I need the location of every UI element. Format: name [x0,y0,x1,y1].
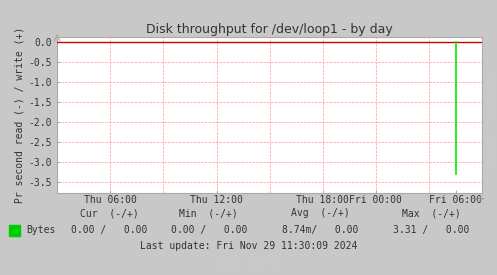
Text: Munin 2.0.75: Munin 2.0.75 [219,260,278,269]
Text: 0.00 /   0.00: 0.00 / 0.00 [71,225,148,235]
Title: Disk throughput for /dev/loop1 - by day: Disk throughput for /dev/loop1 - by day [146,23,393,36]
Text: 0.00 /   0.00: 0.00 / 0.00 [170,225,247,235]
Text: Avg  (-/+): Avg (-/+) [291,208,350,218]
Text: Min  (-/+): Min (-/+) [179,208,238,218]
Text: 3.31 /   0.00: 3.31 / 0.00 [393,225,470,235]
Text: Cur  (-/+): Cur (-/+) [80,208,139,218]
Text: Max  (-/+): Max (-/+) [402,208,461,218]
Y-axis label: Pr second read (-) / write (+): Pr second read (-) / write (+) [14,27,25,203]
Text: RRDTOOL / TOBI OETIKER: RRDTOOL / TOBI OETIKER [489,68,495,162]
Text: 8.74m/   0.00: 8.74m/ 0.00 [282,225,359,235]
Text: Bytes: Bytes [26,225,55,235]
Text: Last update: Fri Nov 29 11:30:09 2024: Last update: Fri Nov 29 11:30:09 2024 [140,241,357,251]
